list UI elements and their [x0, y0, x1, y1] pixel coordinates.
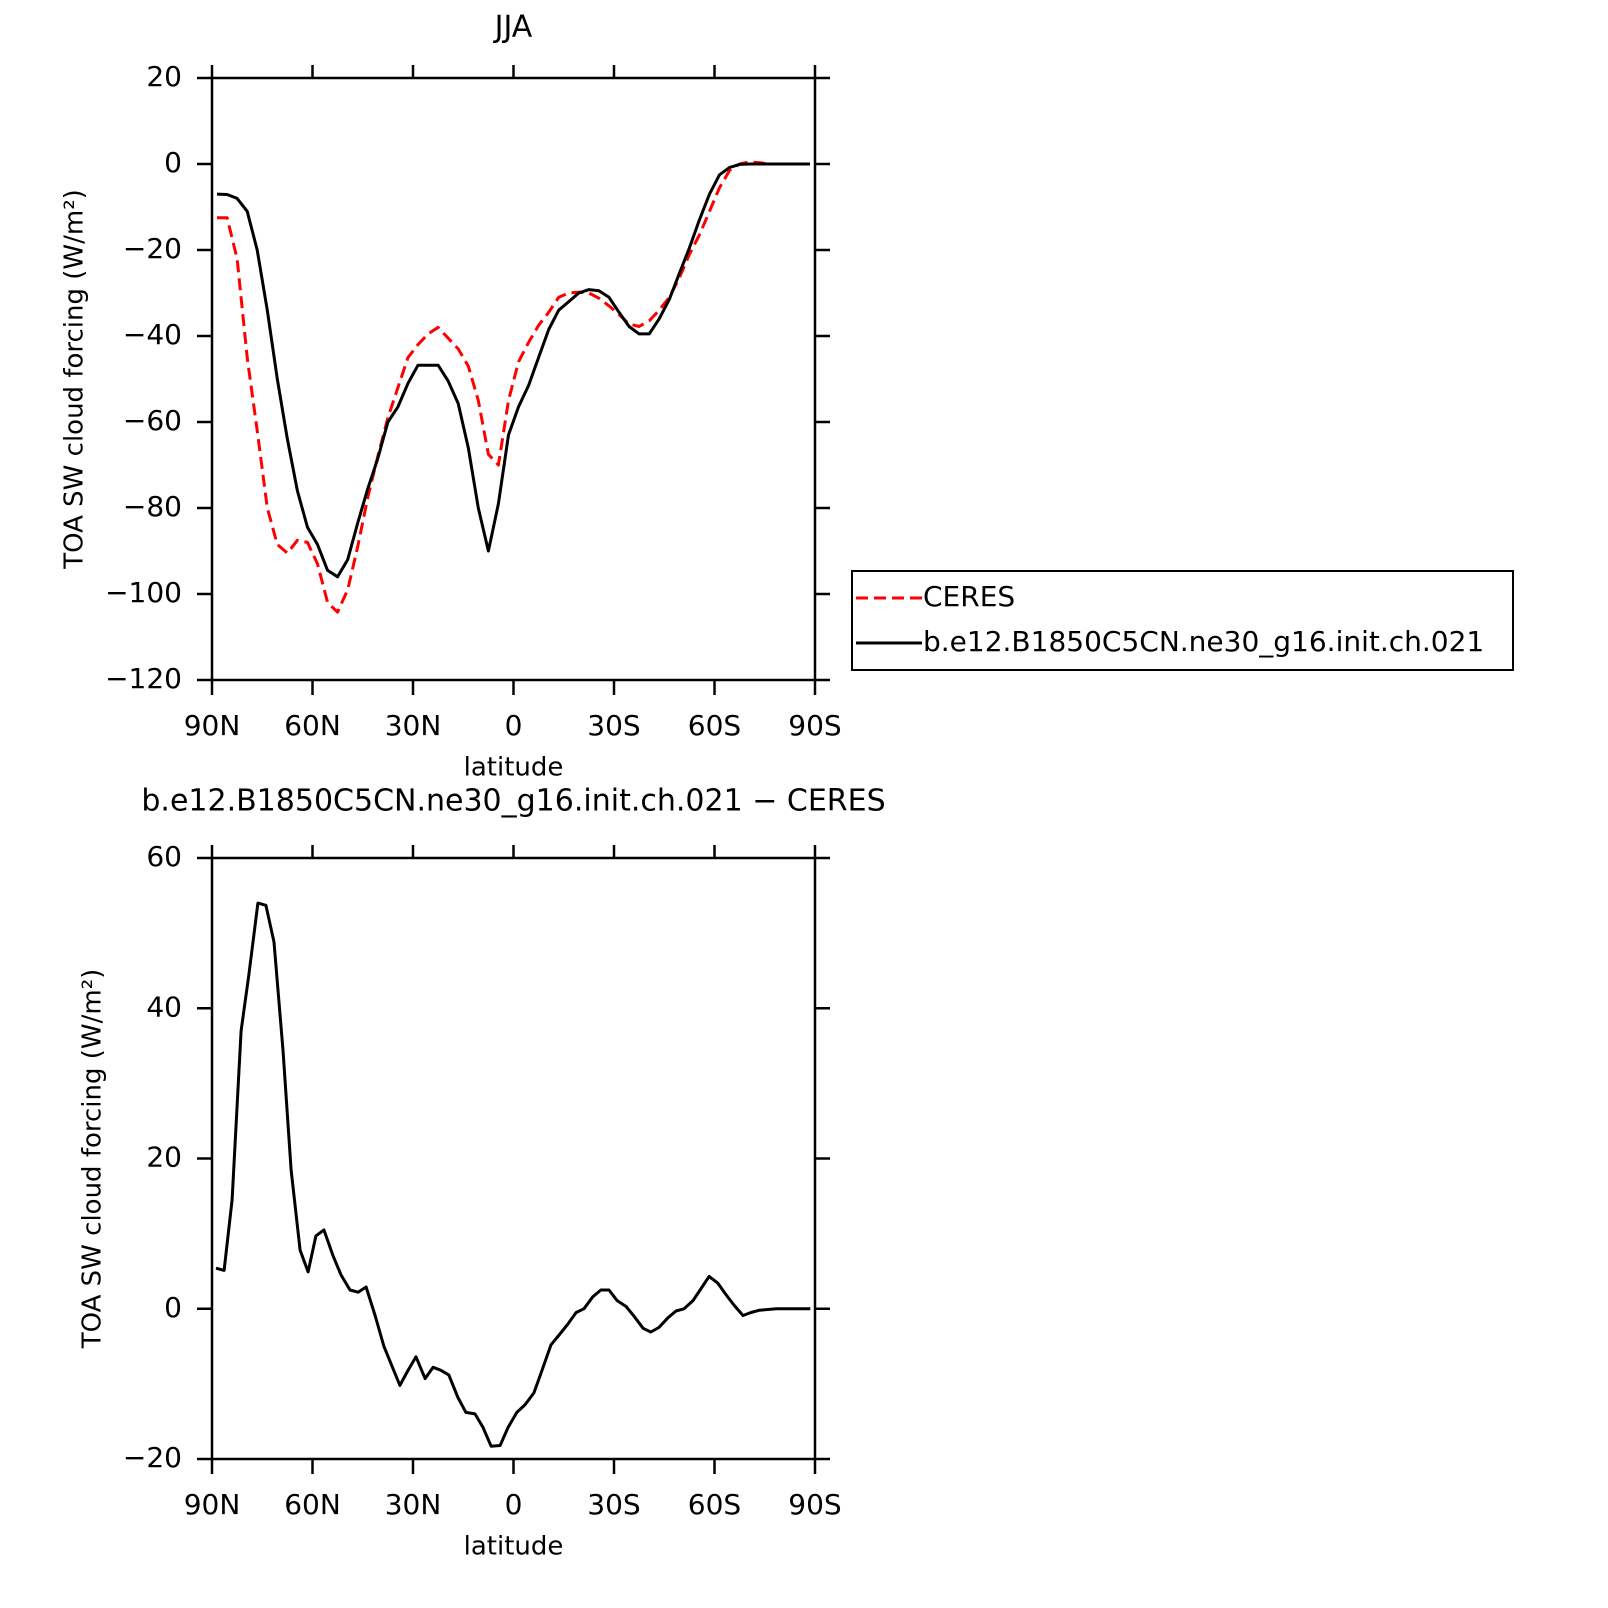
- data-line: [216, 162, 810, 579]
- y-tick-label: −80: [123, 490, 182, 523]
- chart-title: JJA: [493, 10, 533, 45]
- y-axis-label: TOA SW cloud forcing (W/m²): [60, 189, 90, 570]
- x-tick-label: 90S: [788, 709, 841, 742]
- data-line: [217, 160, 810, 614]
- x-tick-label: 60N: [284, 709, 341, 742]
- y-tick-label: 20: [146, 1141, 182, 1174]
- y-axis-label: TOA SW cloud forcing (W/m²): [78, 969, 108, 1350]
- x-tick-label: 30S: [587, 1488, 640, 1521]
- y-tick-label: −120: [105, 662, 182, 695]
- y-tick-label: −60: [123, 404, 182, 437]
- y-tick-label: −40: [123, 318, 182, 351]
- x-tick-label: 30N: [385, 1488, 442, 1521]
- chart-title: b.e12.B1850C5CN.ne30_g16.init.ch.021 − C…: [141, 784, 885, 819]
- x-tick-label: 60S: [688, 1488, 741, 1521]
- x-tick-label: 0: [505, 1488, 523, 1521]
- y-tick-label: 0: [164, 1291, 182, 1324]
- x-axis-label: latitude: [464, 753, 564, 783]
- x-tick-label: 0: [505, 709, 523, 742]
- x-tick-label: 30S: [587, 709, 640, 742]
- data-line: [215, 901, 811, 1448]
- y-tick-label: 20: [146, 60, 182, 93]
- plot-frame: [210, 76, 817, 682]
- legend-label: b.e12.B1850C5CN.ne30_g16.init.ch.021: [923, 625, 1484, 658]
- x-tick-label: 90N: [184, 1488, 241, 1521]
- y-tick-label: −20: [123, 1441, 182, 1474]
- x-tick-label: 60S: [688, 709, 741, 742]
- legend-box: [851, 570, 1514, 671]
- y-tick-label: −20: [123, 232, 182, 265]
- legend-label: CERES: [923, 580, 1015, 613]
- x-axis-label: latitude: [464, 1532, 564, 1562]
- y-tick-label: −100: [105, 576, 182, 609]
- x-tick-label: 90N: [184, 709, 241, 742]
- x-tick-label: 90S: [788, 1488, 841, 1521]
- y-tick-label: 60: [146, 840, 182, 873]
- y-tick-label: 40: [146, 990, 182, 1023]
- x-tick-label: 60N: [284, 1488, 341, 1521]
- x-tick-label: 30N: [385, 709, 442, 742]
- plot-frame: [210, 856, 817, 1461]
- y-tick-label: 0: [164, 146, 182, 179]
